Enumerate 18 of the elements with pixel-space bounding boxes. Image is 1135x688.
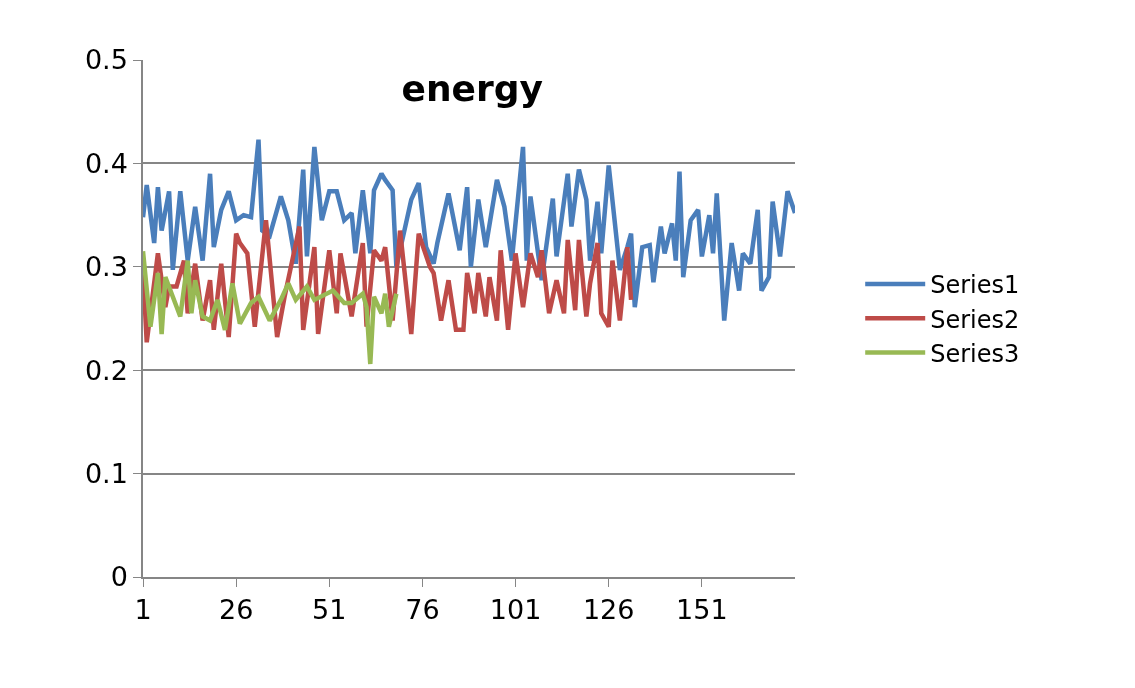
legend-label: Series2 (930, 305, 1020, 334)
y-tick-label: 0.4 (84, 147, 128, 179)
x-tick-label: 1 (134, 594, 152, 626)
x-tick-label: 51 (312, 594, 347, 626)
legend-label: Series3 (930, 339, 1020, 368)
x-tick-label: 76 (405, 594, 440, 626)
line-series (143, 249, 399, 367)
y-tick-label: 0.1 (84, 458, 128, 490)
chart-title: energy (401, 67, 543, 109)
y-tick-label: 0.5 (84, 44, 128, 76)
x-tick-label: 151 (676, 594, 728, 626)
y-tick-label: 0.2 (84, 354, 128, 386)
y-tick-label: 0 (110, 561, 128, 593)
x-tick-label: 126 (582, 594, 635, 626)
legend-label: Series1 (930, 271, 1020, 300)
y-tick-label: 0.3 (84, 251, 128, 283)
x-tick-label: 26 (218, 594, 254, 626)
x-tick-label: 101 (489, 594, 542, 626)
